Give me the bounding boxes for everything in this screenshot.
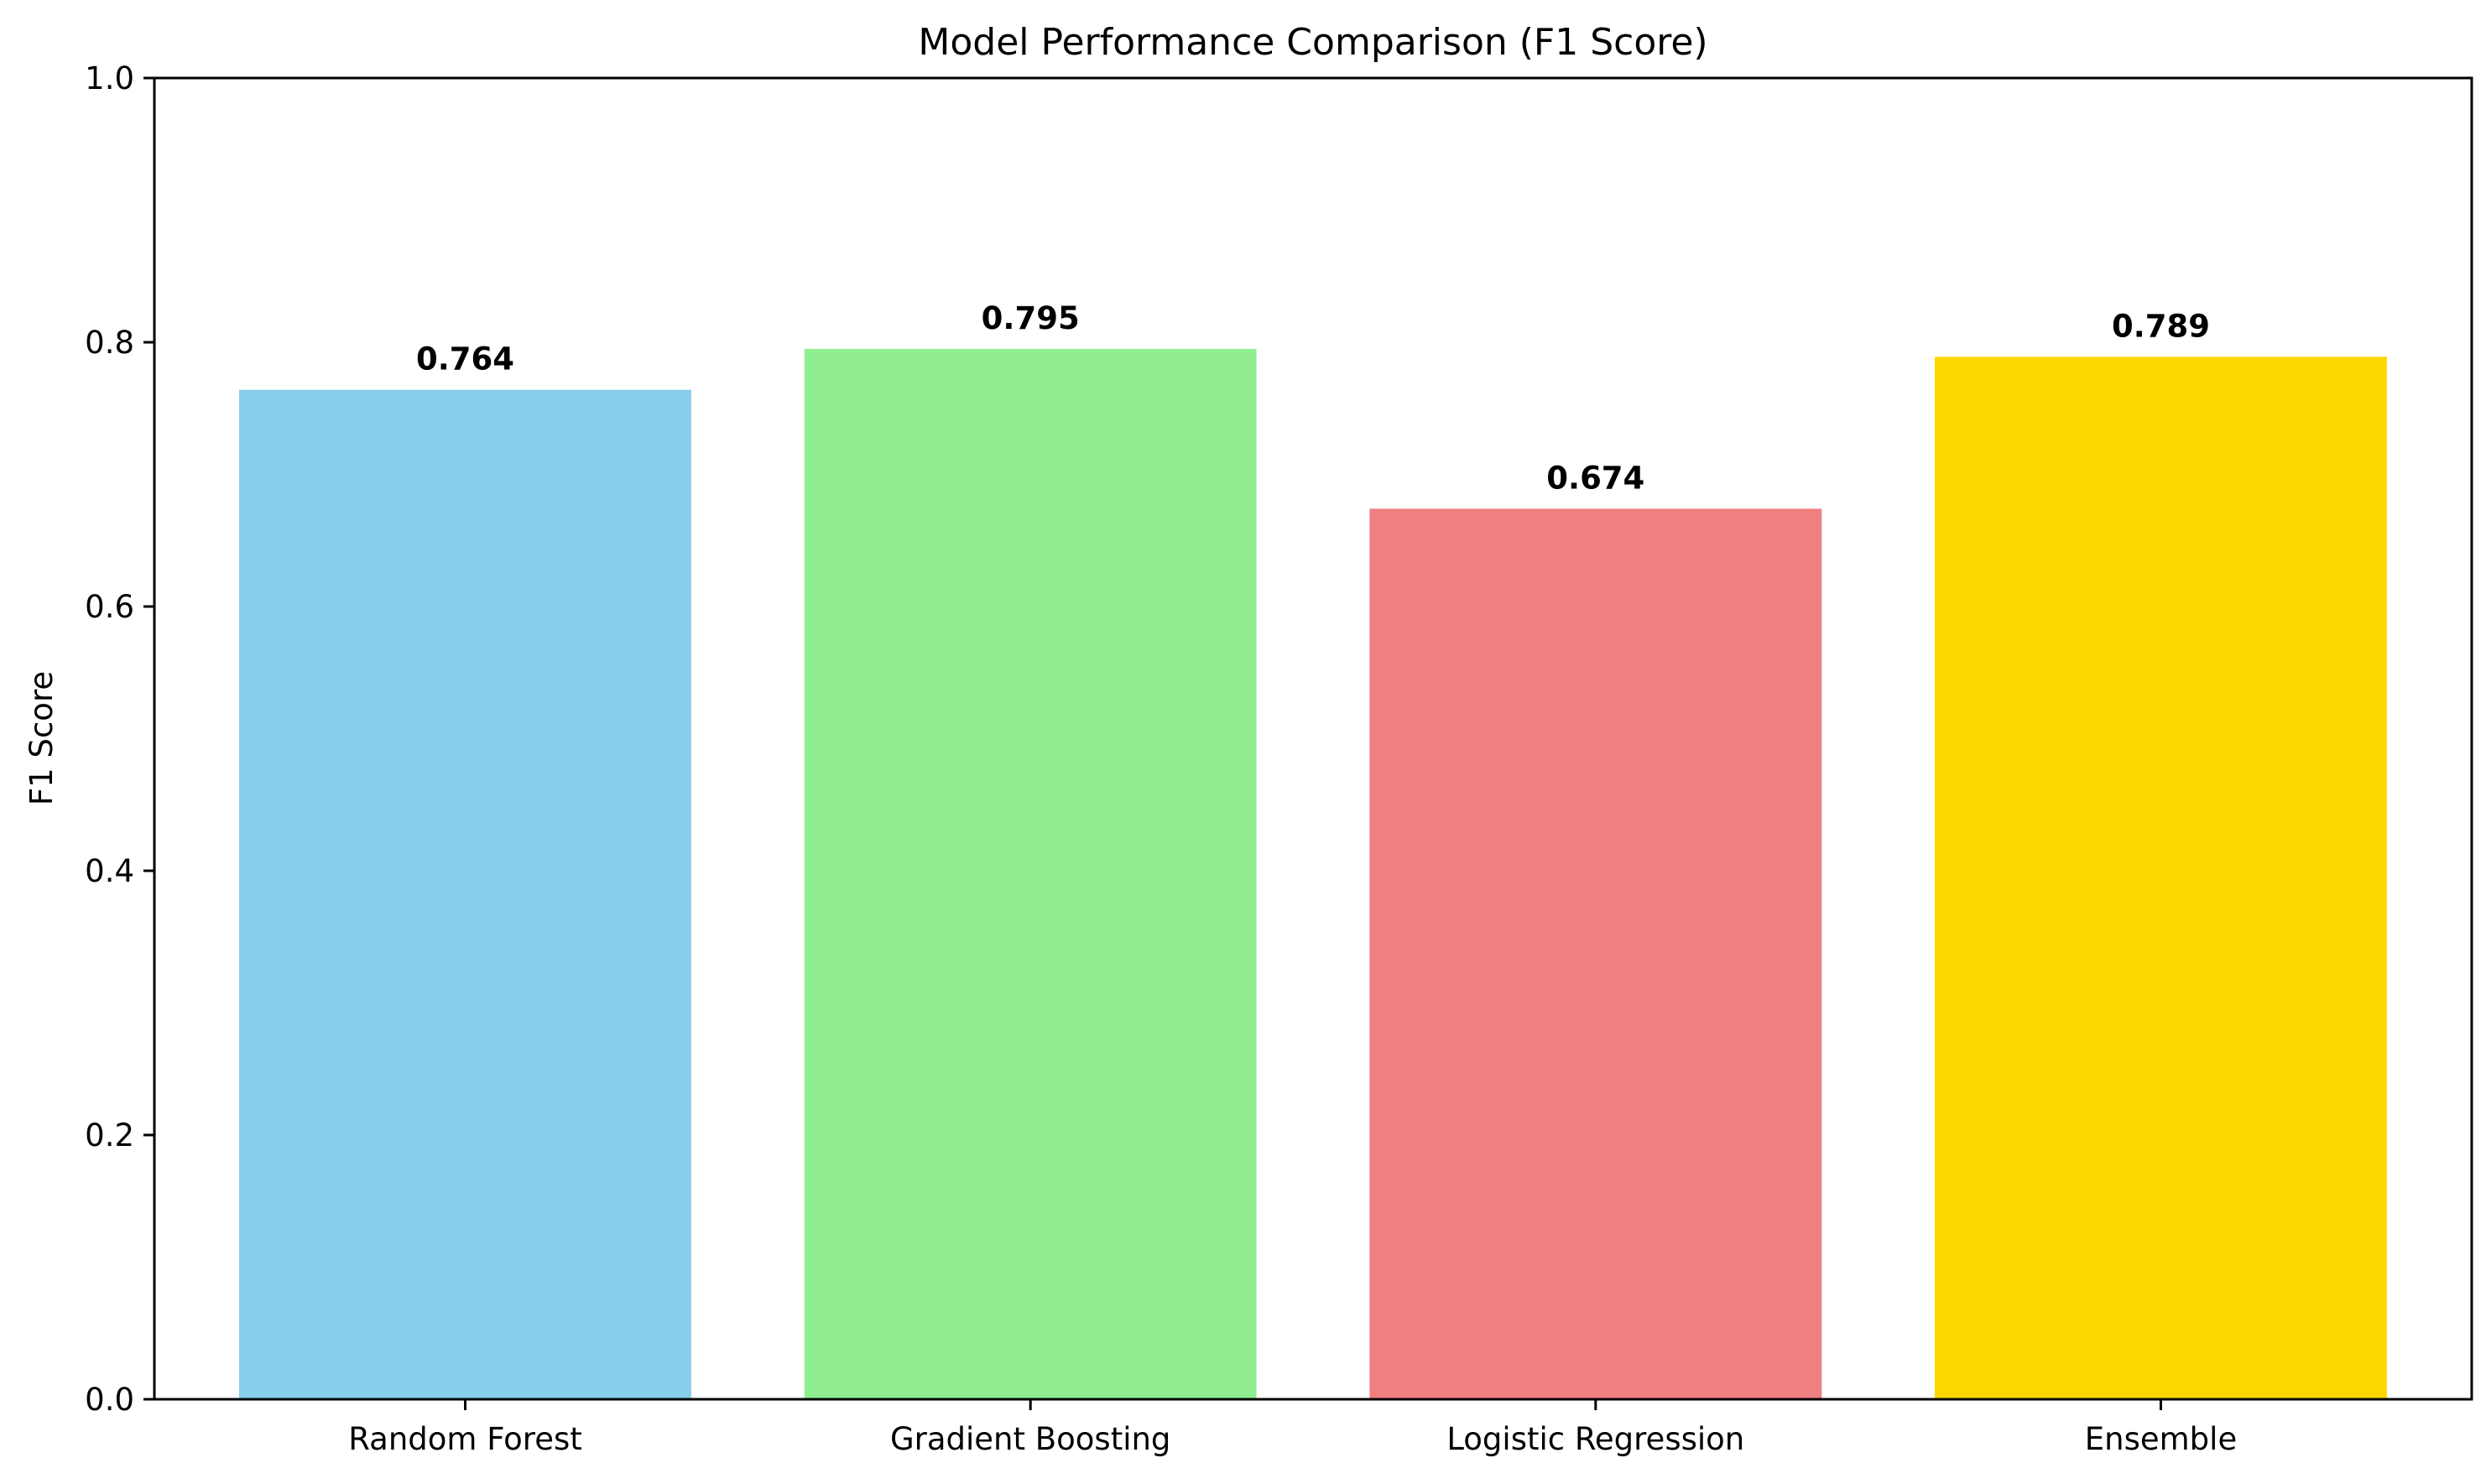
x-tick-label: Ensemble [2085, 1421, 2237, 1457]
y-tick-label: 0.8 [85, 325, 134, 361]
y-tick-label: 0.0 [85, 1382, 134, 1418]
bar-logistic-regression [1369, 508, 1822, 1399]
y-axis-ticks: 0.0 0.2 0.4 0.6 0.8 1.0 [85, 60, 154, 1418]
plot-frame [153, 76, 2473, 1401]
bar-value-label: 0.764 [416, 341, 514, 378]
bar-value-label: 0.674 [1546, 460, 1644, 496]
x-tick-label: Gradient Boosting [890, 1421, 1170, 1457]
y-tick-label: 1.0 [85, 60, 134, 96]
bar-gradient-boosting [804, 348, 1257, 1399]
y-tick-label: 0.6 [85, 589, 134, 625]
x-tick-label: Random Forest [348, 1421, 582, 1457]
bar-random-forest [239, 389, 691, 1400]
y-tick-label: 0.4 [85, 853, 134, 889]
x-tick-label: Logistic Regression [1446, 1421, 1744, 1457]
x-axis-ticks: Random Forest Gradient Boosting Logistic R… [348, 1399, 2237, 1457]
chart-title: Model Performance Comparison (F1 Score) [918, 21, 1707, 64]
bar-value-label: 0.789 [2112, 308, 2210, 344]
bar-ensemble [1935, 357, 2387, 1399]
bar-value-label: 0.795 [982, 300, 1080, 336]
y-tick-label: 0.2 [85, 1117, 134, 1153]
y-axis-label: F1 Score [23, 671, 60, 805]
bars [239, 348, 2387, 1400]
bar-value-labels: 0.764 0.795 0.674 0.789 [416, 300, 2210, 497]
